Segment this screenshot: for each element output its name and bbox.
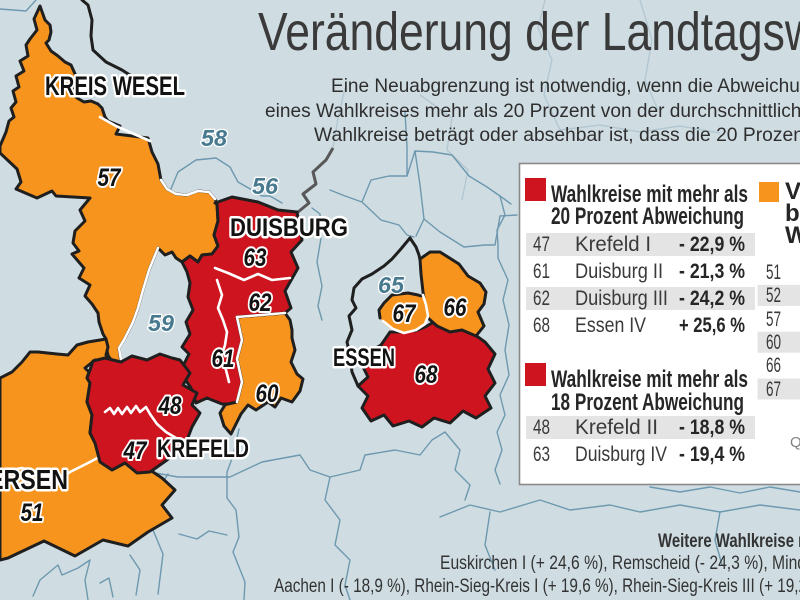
svg-text:ESSEN: ESSEN bbox=[333, 344, 395, 372]
svg-text:57: 57 bbox=[766, 308, 781, 331]
svg-text:52: 52 bbox=[766, 284, 781, 307]
svg-text:KREIS WESEL: KREIS WESEL bbox=[45, 71, 185, 101]
svg-text:66: 66 bbox=[766, 354, 781, 377]
svg-text:- 19,4 %: - 19,4 % bbox=[679, 443, 745, 466]
svg-text:+ 25,6 %: + 25,6 % bbox=[679, 314, 745, 337]
svg-text:48: 48 bbox=[533, 416, 550, 439]
svg-text:63: 63 bbox=[533, 443, 550, 466]
svg-text:- 22,9 %: - 22,9 % bbox=[679, 233, 745, 256]
svg-text:Wahlkreise beträgt oder absehb: Wahlkreise beträgt oder absehbar ist, da… bbox=[314, 125, 800, 146]
svg-text:51: 51 bbox=[21, 499, 44, 527]
svg-text:DUISBURG: DUISBURG bbox=[230, 214, 348, 242]
svg-text:61: 61 bbox=[533, 260, 550, 283]
svg-text:60: 60 bbox=[766, 331, 781, 354]
svg-text:20 Prozent Abweichung: 20 Prozent Abweichung bbox=[551, 203, 744, 230]
svg-text:Duisburg IV: Duisburg IV bbox=[575, 443, 667, 466]
svg-text:Quelle: dpa: Quelle: dpa bbox=[790, 434, 800, 451]
svg-text:Aachen I (- 18,9 %), Rhein-Sie: Aachen I (- 18,9 %), Rhein-Sieg-Kreis I … bbox=[274, 576, 800, 597]
svg-text:Veränderung der Landtagswahlkr: Veränderung der Landtagswahlkreise bbox=[258, 2, 800, 62]
svg-text:Duisburg III: Duisburg III bbox=[575, 287, 668, 310]
svg-text:18 Prozent Abweichung: 18 Prozent Abweichung bbox=[551, 389, 744, 416]
svg-text:61: 61 bbox=[212, 345, 235, 373]
svg-text:eines Wahlkreises mehr als 20: eines Wahlkreises mehr als 20 Prozent vo… bbox=[265, 101, 800, 122]
svg-text:Duisburg II: Duisburg II bbox=[575, 260, 663, 283]
svg-text:KREFELD: KREFELD bbox=[157, 435, 249, 463]
svg-text:- 18,8 %: - 18,8 % bbox=[679, 416, 745, 439]
svg-text:Krefeld I: Krefeld I bbox=[575, 233, 651, 256]
svg-text:- 21,3 %: - 21,3 % bbox=[679, 260, 745, 283]
svg-text:Krefeld II: Krefeld II bbox=[575, 416, 658, 439]
svg-text:- 24,2 %: - 24,2 % bbox=[679, 287, 745, 310]
svg-text:51: 51 bbox=[766, 261, 781, 284]
svg-text:Euskirchen I (+ 24,6 %), Remsc: Euskirchen I (+ 24,6 %), Remscheid (- 24… bbox=[440, 553, 800, 574]
svg-text:47: 47 bbox=[533, 233, 550, 256]
svg-text:56: 56 bbox=[252, 173, 278, 199]
svg-text:62: 62 bbox=[533, 287, 550, 310]
svg-text:Wahlkreise mit mehr als: Wahlkreise mit mehr als bbox=[551, 366, 748, 393]
svg-text:62: 62 bbox=[249, 289, 272, 317]
svg-text:Wahlkreise: Wahlkreise bbox=[785, 222, 800, 249]
svg-text:48: 48 bbox=[158, 392, 182, 420]
svg-text:VIERSEN: VIERSEN bbox=[0, 464, 68, 495]
svg-text:58: 58 bbox=[201, 125, 227, 151]
svg-text:59: 59 bbox=[148, 310, 174, 336]
svg-text:Veränderte: Veränderte bbox=[785, 178, 800, 205]
svg-text:66: 66 bbox=[444, 294, 468, 322]
svg-text:65: 65 bbox=[378, 272, 405, 298]
svg-text:60: 60 bbox=[256, 380, 279, 408]
svg-text:68: 68 bbox=[415, 361, 438, 389]
svg-text:bestehende: bestehende bbox=[785, 200, 800, 227]
svg-text:57: 57 bbox=[98, 164, 122, 192]
svg-text:63: 63 bbox=[244, 244, 267, 272]
svg-text:68: 68 bbox=[533, 314, 550, 337]
svg-text:47: 47 bbox=[123, 437, 148, 465]
svg-text:Essen IV: Essen IV bbox=[575, 314, 646, 337]
svg-text:Wahlkreise mit mehr als: Wahlkreise mit mehr als bbox=[551, 181, 748, 208]
svg-text:67: 67 bbox=[766, 378, 781, 401]
svg-text:Eine Neuabgrenzung ist notwend: Eine Neuabgrenzung ist notwendig, wenn d… bbox=[331, 76, 800, 97]
svg-text:67: 67 bbox=[393, 300, 417, 328]
svg-text:Weitere Wahlkreise mit mehr al: Weitere Wahlkreise mit mehr als 18 Proze… bbox=[658, 531, 800, 552]
